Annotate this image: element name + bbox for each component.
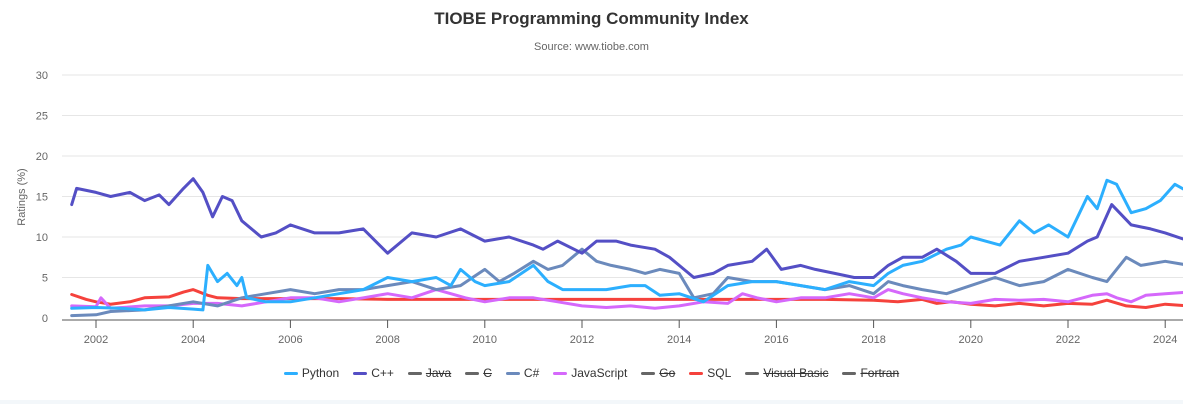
y-tick-label: 20 <box>36 151 48 163</box>
x-tick-label: 2024 <box>1153 334 1177 346</box>
legend: Python C++ Java C C# JavaScript Go SQL Visual Ba… <box>0 366 1183 380</box>
x-tick-label: 2016 <box>764 334 788 346</box>
series-lines <box>70 177 1183 318</box>
y-tick-label: 15 <box>36 192 48 204</box>
legend-item-go[interactable]: Go <box>641 366 675 380</box>
x-tick-label: 2012 <box>570 334 594 346</box>
legend-item-javascript[interactable]: JavaScript <box>553 366 627 380</box>
legend-label: Fortran <box>860 366 900 380</box>
x-tick-label: 2018 <box>861 334 885 346</box>
legend-item-c-[interactable]: C# <box>505 366 540 380</box>
series-line-javascript[interactable] <box>70 288 1183 310</box>
legend-label: JavaScript <box>571 366 628 380</box>
bottom-strip <box>0 400 1183 404</box>
legend-label: Visual Basic <box>763 366 829 380</box>
legend-label: C <box>483 366 492 380</box>
legend-swatch <box>353 371 368 375</box>
series-line-c-[interactable] <box>70 177 1183 279</box>
legend-item-sql[interactable]: SQL <box>689 366 731 380</box>
chart-title: TIOBE Programming Community Index <box>434 9 749 28</box>
series-line-c-[interactable] <box>70 247 1183 318</box>
x-tick-label: 2020 <box>959 334 983 346</box>
x-tick-label: 2002 <box>84 334 108 346</box>
legend-item-c[interactable]: C <box>465 366 492 380</box>
legend-swatch <box>505 371 520 375</box>
legend-swatch <box>641 371 656 375</box>
y-tick-label: 30 <box>36 70 48 82</box>
legend-item-visual-basic[interactable]: Visual Basic <box>745 366 828 380</box>
gridlines <box>62 74 1183 278</box>
y-tick-label: 25 <box>36 111 48 123</box>
legend-label: Java <box>425 366 452 380</box>
chart-subtitle: Source: www.tiobe.com <box>534 41 649 53</box>
legend-swatch <box>745 371 760 375</box>
legend-label: C# <box>523 366 540 380</box>
y-axis-ticks: 0 5 10 15 20 25 30 <box>36 70 48 325</box>
legend-item-python[interactable]: Python <box>283 366 340 380</box>
legend-label: Go <box>659 366 676 380</box>
x-axis-ticks: 2002 2004 2006 2008 2010 2012 2014 2016 2018 2020… <box>84 320 1177 346</box>
x-tick-label: 2014 <box>667 334 691 346</box>
legend-swatch <box>465 371 480 375</box>
legend-item-fortran[interactable]: Fortran <box>842 366 899 380</box>
x-tick-label: 2004 <box>181 334 205 346</box>
legend-label: SQL <box>707 366 732 380</box>
x-tick-label: 2010 <box>473 334 497 346</box>
legend-label: Python <box>301 366 340 380</box>
y-tick-label: 10 <box>36 232 48 244</box>
y-axis-label: Ratings (%) <box>16 168 28 225</box>
x-tick-label: 2022 <box>1056 334 1080 346</box>
legend-swatch <box>553 371 568 375</box>
series-line-python[interactable] <box>70 178 1183 312</box>
x-tick-label: 2008 <box>375 334 399 346</box>
legend-item-java[interactable]: Java <box>407 366 452 380</box>
legend-swatch <box>407 371 422 375</box>
y-tick-label: 0 <box>42 313 48 325</box>
legend-swatch <box>689 371 704 375</box>
legend-item-c-[interactable]: C++ <box>353 366 394 380</box>
y-tick-label: 5 <box>42 273 48 285</box>
legend-swatch <box>842 371 857 375</box>
series-line-sql[interactable] <box>70 288 1183 309</box>
x-tick-label: 2006 <box>278 334 302 346</box>
legend-swatch <box>283 371 298 375</box>
legend-label: C++ <box>371 366 394 380</box>
